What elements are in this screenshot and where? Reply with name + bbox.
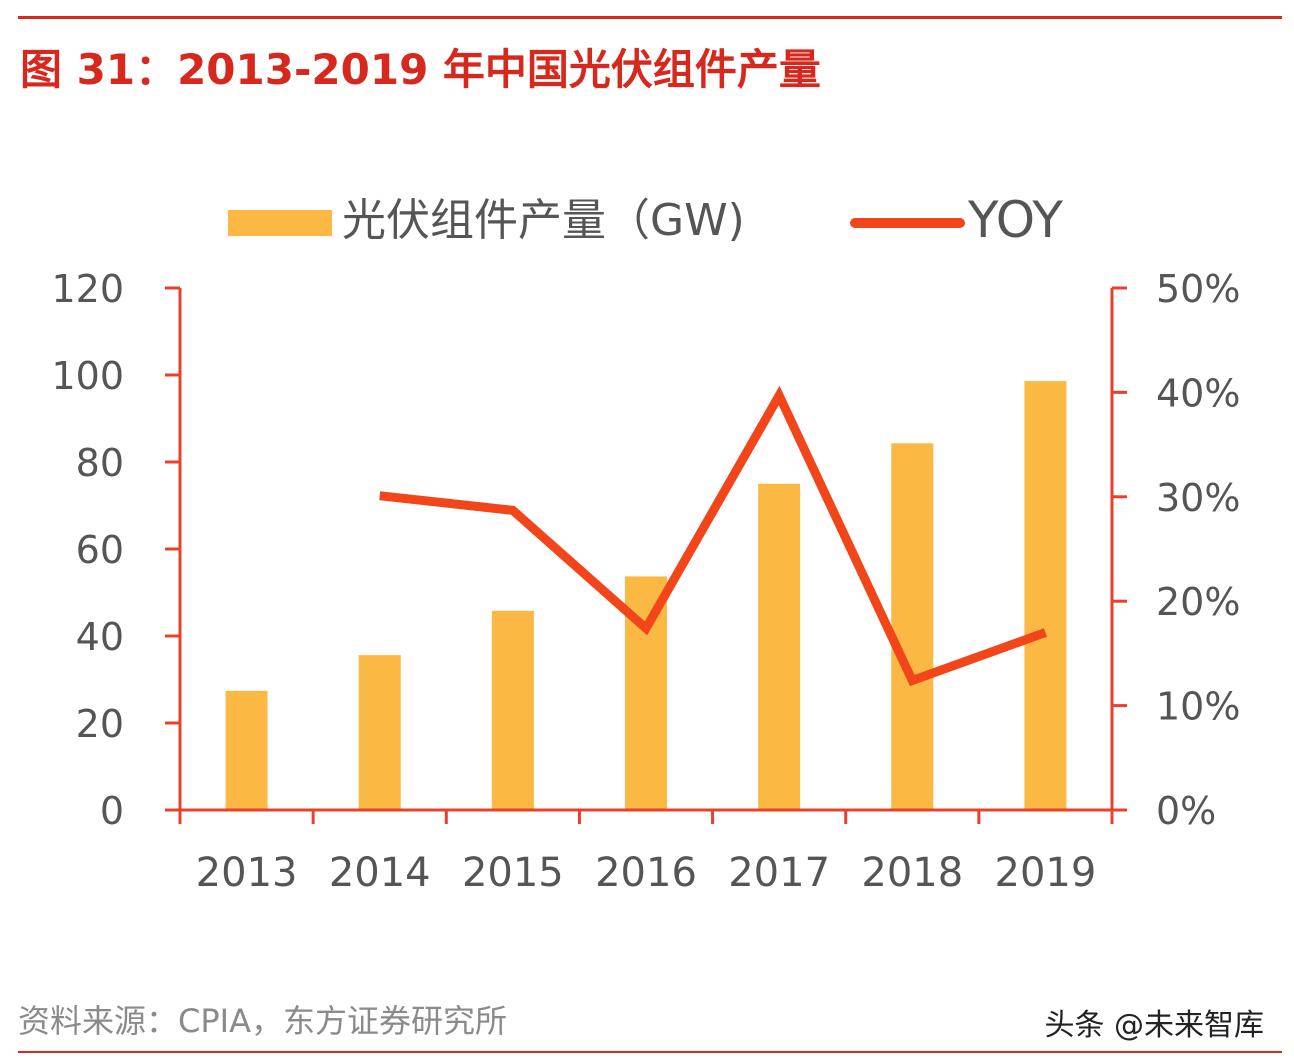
right-tick-label: 20%	[1156, 580, 1240, 624]
bottom-rule	[18, 1051, 1282, 1053]
top-rule	[18, 16, 1282, 19]
left-tick-label: 60	[76, 528, 124, 572]
x-tick-label: 2013	[196, 850, 298, 896]
left-tick-label: 120	[51, 267, 124, 311]
x-tick-label: 2017	[728, 850, 830, 896]
bar-2018	[891, 443, 934, 810]
bar-2015	[491, 610, 534, 810]
left-tick-label: 0	[100, 789, 124, 833]
bar-2017	[758, 483, 801, 810]
right-tick-label: 30%	[1156, 476, 1240, 520]
legend-bar-swatch	[228, 210, 332, 236]
bar-2014	[358, 655, 401, 810]
left-tick-label: 20	[76, 702, 124, 746]
x-tick-label: 2018	[861, 850, 963, 896]
chart-title: 图 31：2013-2019 年中国光伏组件产量	[20, 45, 821, 94]
x-tick-label: 2016	[595, 850, 697, 896]
right-tick-label: 10%	[1156, 685, 1240, 729]
x-tick-label: 2019	[995, 850, 1097, 896]
legend-line-label: YOY	[967, 191, 1063, 249]
x-tick-label: 2015	[462, 850, 564, 896]
legend-bar-label: 光伏组件产量（GW)	[342, 195, 745, 246]
bar-2019	[1024, 381, 1067, 810]
x-tick-label: 2014	[329, 850, 431, 896]
left-tick-label: 40	[76, 615, 124, 659]
right-tick-label: 0%	[1156, 789, 1216, 833]
source-note: 资料来源：CPIA，东方证券研究所	[18, 1002, 507, 1040]
watermark: 头条 @未来智库	[1044, 1008, 1264, 1043]
yoy-line	[379, 385, 1047, 687]
bar-2013	[225, 690, 268, 810]
right-tick-label: 40%	[1156, 371, 1240, 415]
left-tick-label: 100	[51, 354, 124, 398]
right-tick-label: 50%	[1156, 267, 1240, 311]
left-tick-label: 80	[76, 441, 124, 485]
